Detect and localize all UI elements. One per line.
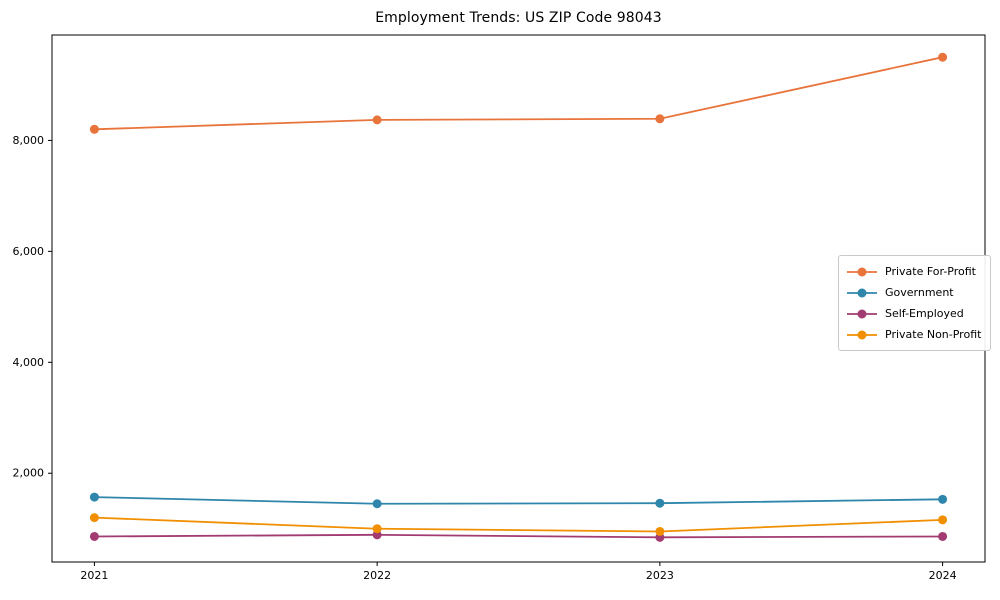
series-line-private-non-profit [94, 516, 943, 533]
legend-label-government: Government [885, 286, 954, 299]
legend-dot-icon [857, 267, 867, 276]
series-line-government [94, 496, 943, 505]
x-tick-label: 2024 [929, 569, 957, 582]
data-point-government [655, 498, 665, 508]
legend-marker-icon [847, 288, 877, 297]
legend-marker-icon [847, 309, 877, 318]
legend-label-private-non-profit: Private Non-Profit [885, 328, 982, 341]
data-point-private-non-profit [938, 515, 948, 525]
data-point-private-for-profit [938, 52, 948, 62]
data-point-private-for-profit [655, 114, 665, 124]
legend-label-private-for-profit: Private For-Profit [885, 265, 976, 278]
data-point-self-employed [89, 531, 99, 541]
data-point-self-employed [938, 531, 948, 541]
series-line-self-employed [94, 533, 943, 539]
data-point-government [89, 492, 99, 502]
x-tick-label: 2022 [363, 569, 391, 582]
series-line-private-for-profit [94, 56, 943, 131]
legend-dot-icon [857, 330, 867, 339]
y-tick-label: 4,000 [13, 356, 45, 369]
y-tick-label: 2,000 [13, 467, 45, 480]
legend-marker-icon [847, 267, 877, 276]
data-point-private-non-profit [372, 524, 382, 534]
x-tick-label: 2021 [80, 569, 108, 582]
data-point-private-non-profit [655, 526, 665, 536]
data-point-private-for-profit [372, 115, 382, 125]
legend: Private For-Profit Government Self-Employe… [838, 255, 992, 351]
y-tick-label: 6,000 [13, 245, 45, 258]
legend-item-self-employed: Self-Employed [846, 303, 981, 324]
data-point-government [372, 499, 382, 509]
y-tick-label: 8,000 [13, 134, 45, 147]
data-point-private-for-profit [89, 124, 99, 134]
legend-item-government: Government [846, 282, 981, 303]
legend-marker-icon [847, 330, 877, 339]
data-point-government [938, 494, 948, 504]
chart-title: Employment Trends: US ZIP Code 98043 [375, 10, 662, 26]
x-tick-label: 2023 [646, 569, 674, 582]
legend-dot-icon [857, 309, 867, 318]
legend-label-self-employed: Self-Employed [885, 307, 964, 320]
legend-item-private-non-profit: Private Non-Profit [846, 324, 981, 345]
legend-dot-icon [857, 288, 867, 297]
legend-item-private-for-profit: Private For-Profit [846, 261, 981, 282]
data-point-private-non-profit [89, 513, 99, 523]
